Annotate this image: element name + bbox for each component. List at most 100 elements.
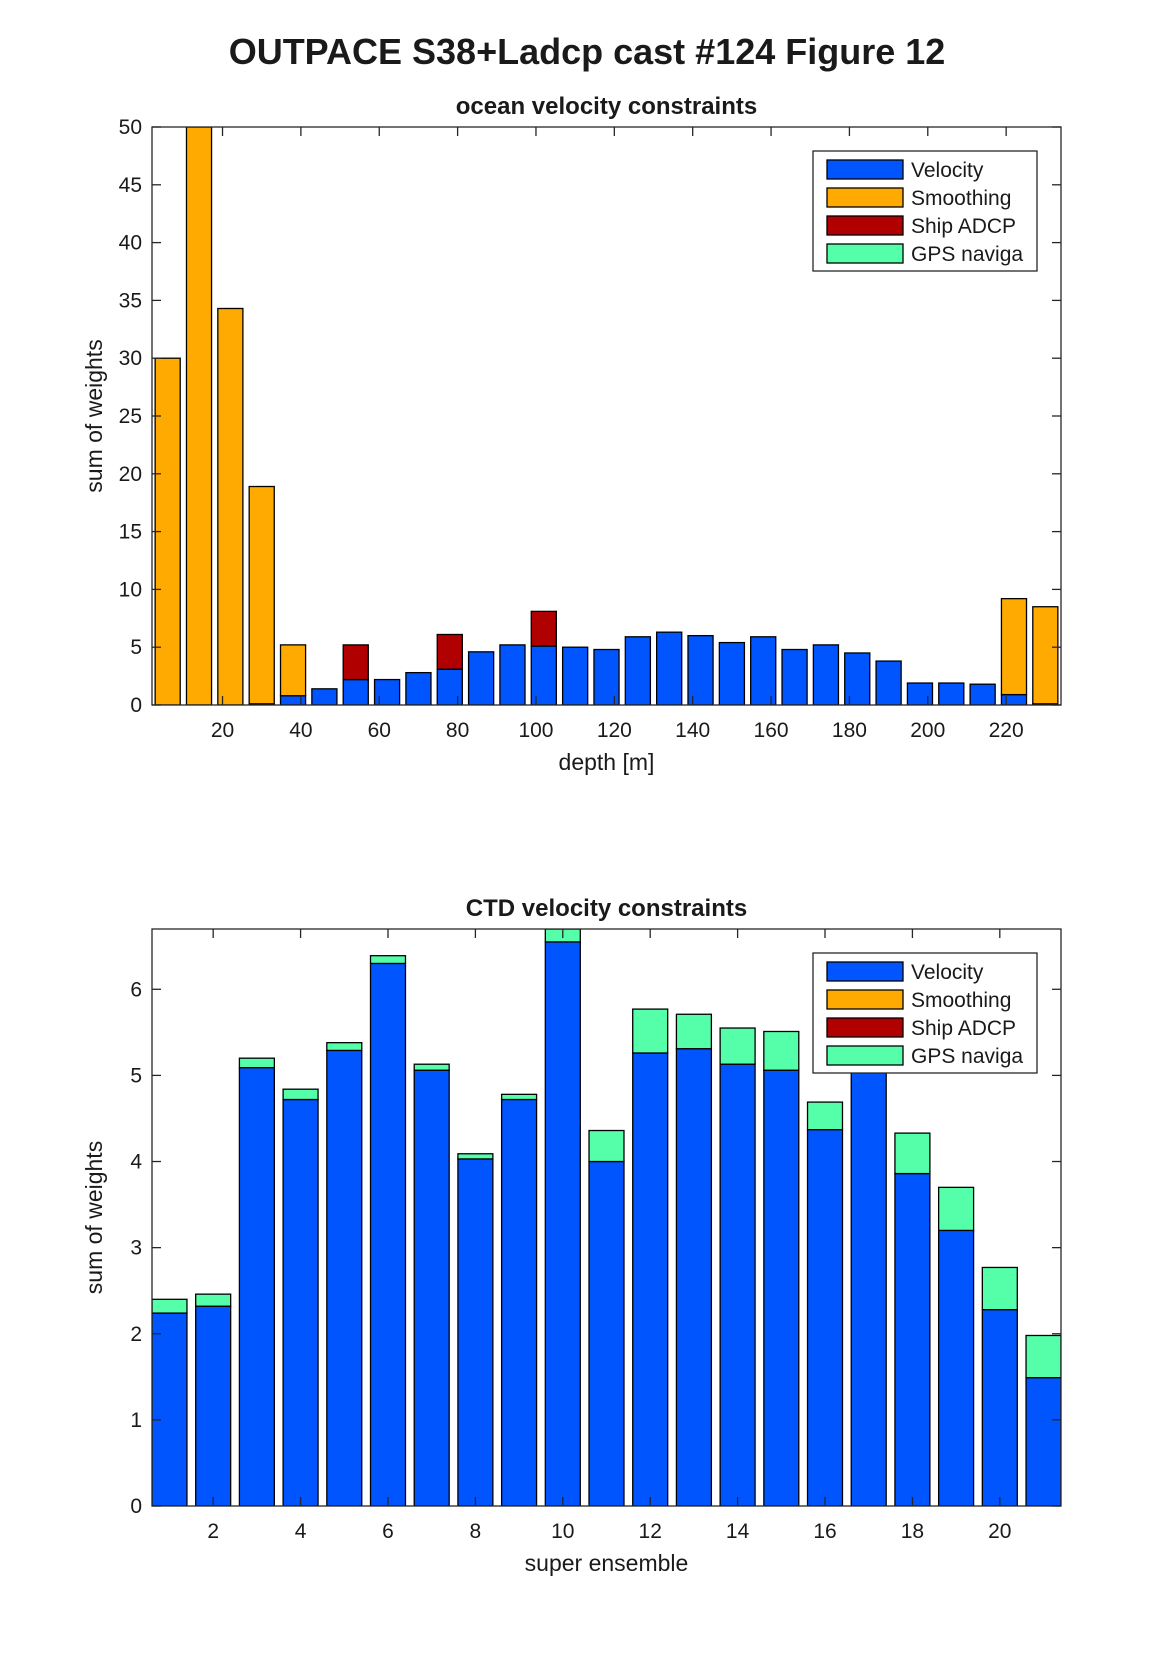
bar-velocity <box>467 651 495 705</box>
bar-gps-naviga <box>894 1132 931 1175</box>
bar-velocity <box>311 688 338 705</box>
y-tick-label: 3 <box>130 1237 142 1260</box>
x-tick-label: 140 <box>675 719 710 742</box>
legend: Velocity Smoothing Ship ADCP GPS naviga <box>812 150 1038 272</box>
y-tick-label: 50 <box>119 116 142 139</box>
bar-velocity <box>530 645 557 705</box>
y-tick-label: 6 <box>130 978 142 1001</box>
bar-velocity <box>632 1052 669 1506</box>
x-tick-label: 40 <box>289 719 312 742</box>
bar-velocity <box>844 652 871 705</box>
bar-gps-naviga <box>937 1186 975 1232</box>
x-axis-label: super ensemble <box>525 1550 689 1576</box>
bar-gps-naviga <box>763 1030 800 1071</box>
bar-velocity <box>656 631 683 705</box>
y-axis-label: sum of weights <box>81 339 107 492</box>
bar-smoothing <box>185 127 213 705</box>
y-tick-label: 15 <box>119 521 142 544</box>
bars <box>152 929 1061 1506</box>
bar-velocity <box>718 641 746 705</box>
x-tick-label: 160 <box>754 719 789 742</box>
bar-velocity <box>279 695 307 705</box>
x-tick-label: 60 <box>368 719 391 742</box>
bar-velocity <box>624 636 652 705</box>
bar-velocity <box>981 1308 1018 1506</box>
bar-velocity <box>238 1067 276 1506</box>
legend-swatch-ship-adcp <box>826 215 904 236</box>
bar-gps-naviga <box>238 1057 276 1069</box>
bar-velocity <box>938 682 965 705</box>
y-tick-label: 1 <box>130 1409 142 1432</box>
bar-velocity <box>544 941 581 1506</box>
bar-gps-naviga <box>588 1129 625 1163</box>
bar-velocity <box>369 962 407 1506</box>
y-tick-label: 5 <box>130 636 142 659</box>
bar-gps-naviga <box>457 1153 494 1160</box>
bar-velocity <box>719 1063 756 1506</box>
bar-velocity <box>373 678 401 705</box>
ocean-velocity-chart: 0 5 10 15 20 25 30 35 40 45 50 20 40 60 80 100 120 140 160… <box>81 93 1062 775</box>
y-tick-label: 40 <box>119 232 142 255</box>
bar-smoothing <box>1032 606 1059 705</box>
x-tick-label: 12 <box>639 1520 662 1543</box>
bar-smoothing <box>217 307 244 705</box>
bar-velocity <box>326 1049 363 1506</box>
bar-ship-adcp <box>530 610 557 647</box>
legend-label: Velocity <box>911 159 984 182</box>
bar-gps-naviga <box>369 955 407 965</box>
y-tick-label: 0 <box>130 1495 142 1518</box>
x-tick-label: 18 <box>901 1520 924 1543</box>
bar-velocity <box>499 644 526 705</box>
bar-velocity <box>687 634 714 705</box>
bar-gps-naviga <box>195 1293 232 1307</box>
x-tick-label: 10 <box>551 1520 574 1543</box>
figure-title: OUTPACE S38+Ladcp cast #124 Figure 12 <box>229 31 946 72</box>
bar-velocity <box>436 668 463 705</box>
bar-gps-naviga <box>326 1042 363 1052</box>
bar-velocity <box>850 1057 887 1506</box>
bar-velocity <box>413 1069 450 1506</box>
x-tick-label: 220 <box>989 719 1024 742</box>
legend-label: GPS naviga <box>911 243 1023 266</box>
bar-gps-naviga <box>981 1266 1018 1311</box>
bar-velocity <box>750 636 777 705</box>
bar-velocity <box>405 671 432 705</box>
bar-gps-naviga <box>675 1013 713 1050</box>
legend-swatch-gps-naviga <box>826 243 904 264</box>
x-tick-label: 200 <box>910 719 945 742</box>
x-tick-label: 2 <box>207 1520 219 1543</box>
bar-velocity <box>1025 1377 1061 1506</box>
y-tick-label: 4 <box>130 1151 142 1174</box>
bar-gps-naviga <box>282 1088 319 1101</box>
bar-velocity <box>875 660 902 705</box>
bar-gps-naviga <box>806 1101 844 1131</box>
x-tick-label: 16 <box>813 1520 836 1543</box>
legend-swatch-gps-naviga <box>826 1045 904 1066</box>
legend-label: Smoothing <box>911 187 1011 210</box>
legend-label: Velocity <box>911 961 984 984</box>
x-tick-label: 14 <box>726 1520 750 1543</box>
x-tick-label: 180 <box>832 719 867 742</box>
legend-swatch-velocity <box>826 961 904 982</box>
bar-velocity <box>781 648 808 705</box>
bar-gps-naviga <box>413 1063 450 1071</box>
x-tick-label: 4 <box>295 1520 307 1543</box>
bar-smoothing <box>248 485 275 705</box>
x-tick-label: 120 <box>597 719 632 742</box>
bar-velocity <box>763 1069 800 1506</box>
bar-smoothing <box>279 644 307 697</box>
bar-velocity <box>894 1172 931 1506</box>
y-tick-label: 35 <box>119 289 142 312</box>
legend-swatch-ship-adcp <box>826 1017 904 1038</box>
bar-velocity <box>675 1048 713 1506</box>
x-tick-label: 100 <box>518 719 553 742</box>
x-tick-label: 20 <box>988 1520 1011 1543</box>
bar-velocity <box>806 1129 844 1506</box>
y-tick-label: 45 <box>119 174 142 197</box>
bar-gps-naviga <box>632 1008 669 1054</box>
bar-velocity <box>1000 693 1028 705</box>
legend-label: GPS naviga <box>911 1045 1023 1068</box>
axes-box <box>151 928 1062 1507</box>
